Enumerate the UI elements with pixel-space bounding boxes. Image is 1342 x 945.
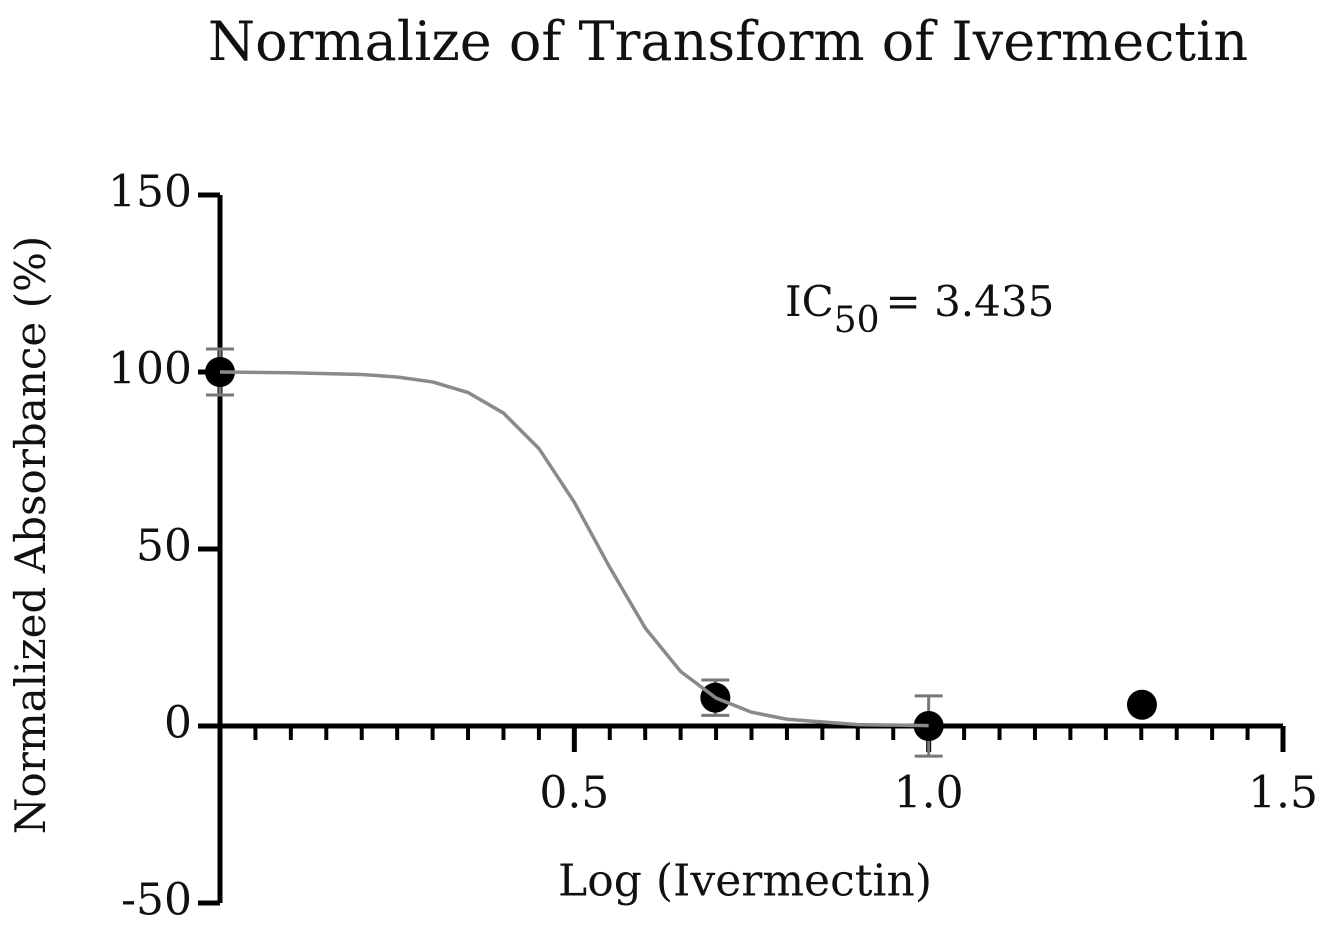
x-tick-label: 0.5 (539, 768, 609, 819)
annotation-sub: 50 (834, 300, 880, 341)
y-tick-label: 150 (108, 167, 192, 218)
fit-curve (219, 370, 929, 728)
x-axis-label: Log (Ivermectin) (558, 856, 932, 907)
annotation-rest: = 3.435 (886, 277, 1055, 326)
annotation-main: IC (785, 277, 834, 326)
chart-title: Normalize of Transform of Ivermectin (208, 10, 1248, 73)
annotation: IC50 = 3.435 (785, 277, 1054, 341)
y-tick-label: 50 (136, 521, 192, 572)
data-point (913, 711, 944, 741)
y-axis-label: Normalized Absorbance (%) (6, 236, 55, 835)
y-tick-label: 100 (108, 344, 192, 395)
y-tick-label: 0 (164, 698, 192, 749)
x-tick-label: 1.0 (894, 768, 964, 819)
y-tick-label: -50 (121, 875, 192, 926)
data-point (1126, 689, 1157, 720)
x-tick-label: 1.5 (1248, 768, 1318, 819)
